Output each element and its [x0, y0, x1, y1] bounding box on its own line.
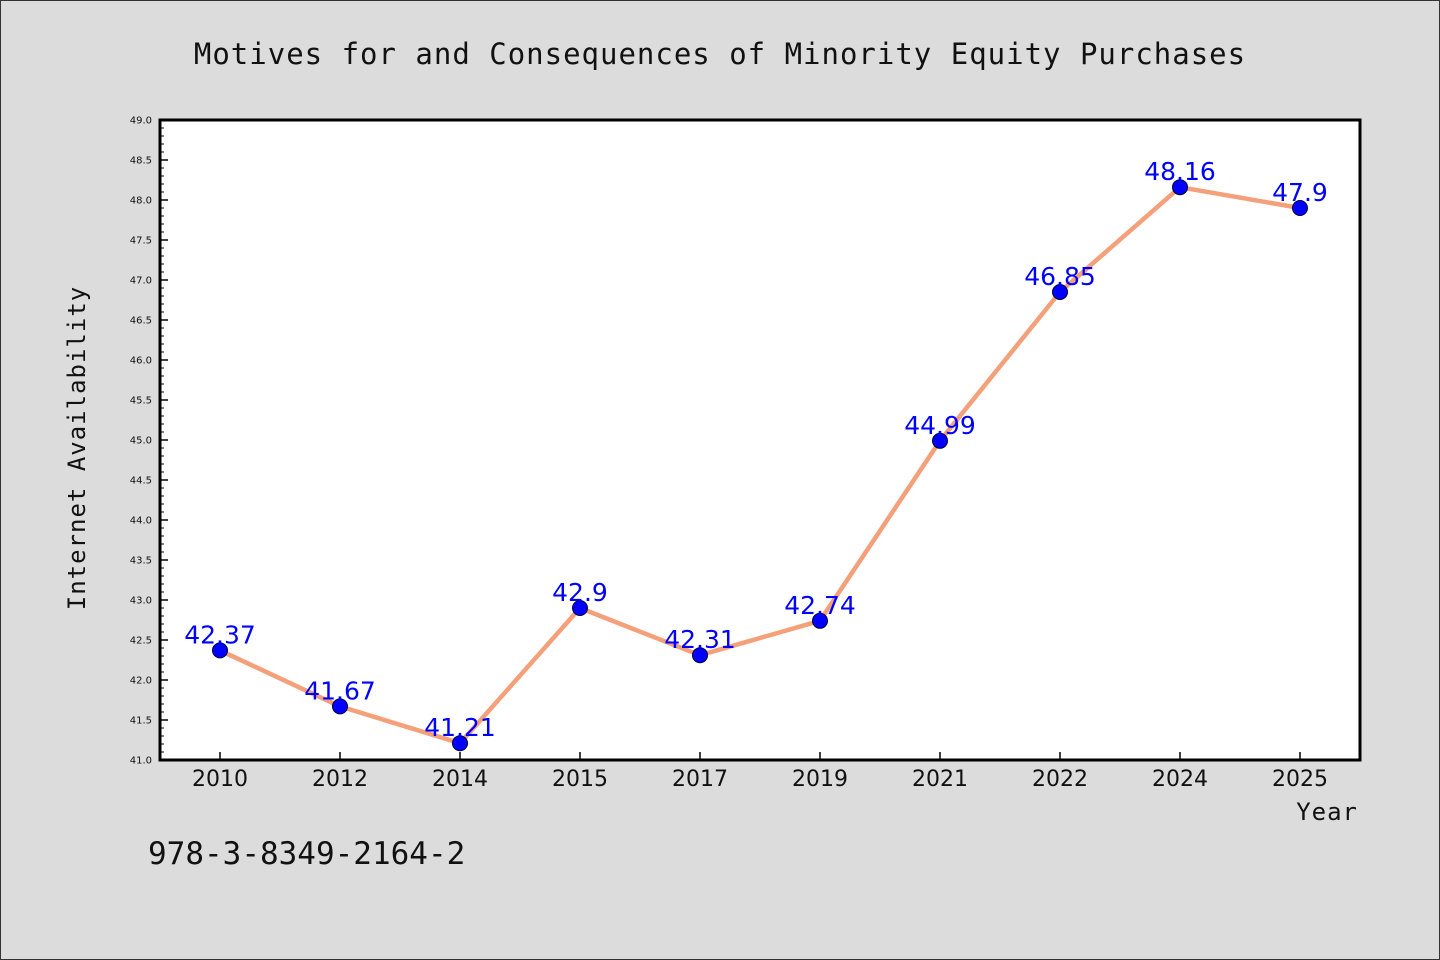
y-tick-label: 49.0	[130, 116, 152, 127]
data-point-marker	[1052, 284, 1068, 300]
x-tick-label: 2022	[1032, 767, 1088, 792]
y-tick-label: 45.0	[130, 436, 152, 447]
data-label: 41.67	[304, 676, 376, 705]
x-tick-label: 2025	[1272, 767, 1328, 792]
data-label-group: 42.37 41.67 41.21 42.9 42.31 42.74 44.99 46.85 4…	[184, 157, 1328, 742]
x-tick-label: 2014	[432, 767, 488, 792]
data-label: 46.85	[1024, 262, 1096, 291]
data-label: 42.9	[552, 578, 608, 607]
series-line	[219, 184, 1301, 746]
y-tick-label: 44.0	[130, 516, 152, 527]
y-tick-label: 43.5	[130, 556, 152, 567]
x-tick-label: 2024	[1152, 767, 1208, 792]
data-label: 48.16	[1144, 157, 1216, 186]
x-axis: 2010 2012 2014 2015 2017 2019 2021 2022 2024 2025	[192, 752, 1328, 792]
x-tick-label: 2012	[312, 767, 368, 792]
y-tick-label: 41.5	[130, 716, 152, 727]
data-label: 42.37	[184, 620, 256, 649]
y-tick-label: 45.5	[130, 396, 152, 407]
series-line-group	[219, 184, 1301, 746]
marker-group	[212, 179, 1308, 752]
data-point-marker	[692, 647, 708, 664]
x-tick-label: 2021	[912, 767, 968, 792]
data-point-marker	[572, 600, 588, 616]
plot-area	[158, 118, 1362, 762]
y-tick-label: 46.0	[130, 356, 152, 367]
data-point-marker	[332, 698, 348, 715]
y-axis: 41.0 41.5 42.0 42.5 43.0 43.5 44.0 44.5 45.0 45.5…	[130, 116, 168, 767]
data-point-marker	[212, 642, 228, 659]
y-tick-label: 48.5	[130, 156, 152, 167]
x-tick-label: 2019	[792, 767, 848, 792]
data-point-marker	[932, 432, 948, 449]
y-tick-label: 47.0	[130, 276, 152, 287]
y-tick-label: 42.0	[130, 676, 152, 687]
chart-title: Motives for and Consequences of Minority…	[194, 37, 1246, 71]
data-point-marker	[452, 735, 468, 752]
y-tick-label: 44.5	[130, 476, 152, 487]
y-tick-label: 41.0	[130, 756, 152, 767]
data-label: 42.74	[784, 591, 856, 620]
x-axis-label: Year	[1296, 798, 1358, 826]
y-tick-label: 43.0	[130, 596, 152, 607]
data-label: 44.99	[904, 411, 976, 440]
data-point-marker	[812, 612, 828, 629]
data-point-marker	[1292, 200, 1308, 216]
data-label: 42.31	[664, 625, 736, 654]
data-label: 47.9	[1272, 178, 1328, 207]
data-point-marker	[1172, 179, 1188, 196]
x-tick-label: 2017	[672, 767, 728, 792]
x-tick-label: 2015	[552, 767, 608, 792]
y-tick-label: 48.0	[130, 196, 152, 207]
y-tick-label: 46.5	[130, 316, 152, 327]
y-axis-label: Internet Availability	[63, 286, 91, 610]
footer-isbn: 978-3-8349-2164-2	[148, 836, 465, 872]
y-tick-label: 42.5	[130, 636, 152, 647]
y-tick-label: 47.5	[130, 236, 152, 247]
x-tick-label: 2010	[192, 767, 248, 792]
data-label: 41.21	[424, 713, 496, 742]
